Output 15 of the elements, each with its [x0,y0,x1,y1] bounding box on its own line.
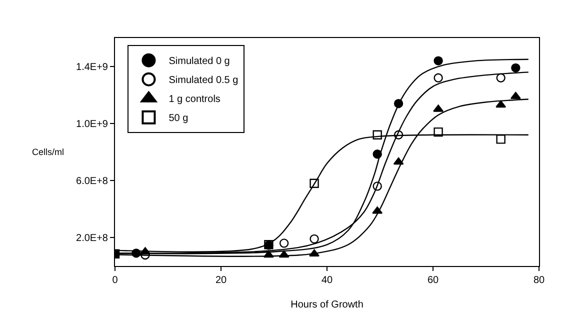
y-tick-label: 1.0E+9 [76,119,108,130]
legend-label: Simulated 0.5 g [168,75,238,86]
legend-label: 1 g controls [168,94,220,106]
x-tick-label: 20 [215,275,227,286]
y-tick-label: 1.4E+9 [76,62,108,73]
legend-label: Simulated 0 g [168,56,230,68]
x-tick-label: 60 [427,275,439,286]
legend-label: 50 g [168,113,188,124]
x-tick-label: 40 [321,275,333,286]
y-axis-title: Cells/ml [32,147,64,157]
x-tick-label: 80 [533,275,545,286]
y-tick-label: 6.0E+8 [76,176,108,187]
y-tick-label: 2.0E+8 [76,233,108,244]
x-tick-label: 0 [112,275,118,286]
x-axis-title: Hours of Growth [290,300,364,310]
